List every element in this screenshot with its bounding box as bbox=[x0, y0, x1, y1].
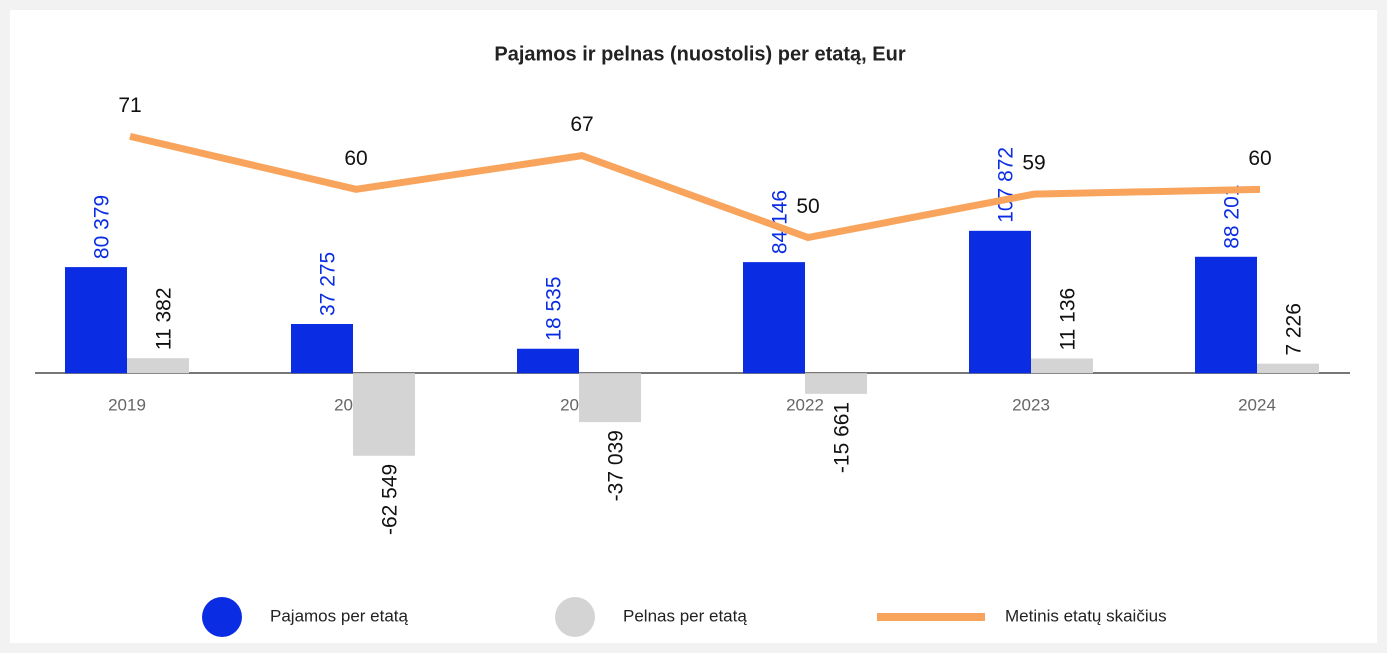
bar bbox=[1031, 358, 1093, 374]
bar bbox=[805, 373, 867, 394]
bar bbox=[127, 358, 189, 374]
legend-swatch bbox=[555, 597, 595, 637]
x-tick-label: 2022 bbox=[786, 395, 824, 414]
bar bbox=[579, 373, 641, 423]
line-label: 60 bbox=[344, 147, 367, 170]
bar bbox=[1257, 363, 1319, 374]
chart-background bbox=[10, 10, 1377, 643]
data-label: 80 379 bbox=[91, 195, 114, 259]
line-label: 71 bbox=[118, 94, 141, 117]
line-label: 50 bbox=[796, 195, 819, 218]
bar bbox=[65, 267, 127, 374]
data-label: -37 039 bbox=[605, 430, 628, 501]
bar bbox=[969, 230, 1031, 374]
data-label: 84 146 bbox=[769, 190, 792, 254]
data-label: 37 275 bbox=[317, 252, 340, 316]
chart-title: Pajamos ir pelnas (nuostolis) per etatą,… bbox=[494, 43, 905, 65]
bar bbox=[1195, 256, 1257, 374]
data-label: 107 872 bbox=[995, 147, 1018, 223]
data-label: 11 382 bbox=[153, 288, 176, 351]
line-label: 60 bbox=[1248, 147, 1271, 170]
bar bbox=[291, 323, 353, 374]
legend-label: Pajamos per etatą bbox=[270, 606, 409, 625]
data-label: 7 226 bbox=[1283, 303, 1306, 356]
x-tick-label: 2024 bbox=[1238, 395, 1276, 414]
data-label: 18 535 bbox=[543, 276, 566, 340]
line-label: 67 bbox=[570, 113, 593, 136]
bar bbox=[353, 373, 415, 456]
legend-label: Pelnas per etatą bbox=[623, 606, 747, 625]
data-label: 88 201 bbox=[1221, 185, 1244, 249]
line-label: 59 bbox=[1022, 152, 1045, 175]
data-label: -62 549 bbox=[379, 464, 402, 535]
data-label: -15 661 bbox=[831, 402, 854, 473]
legend-swatch bbox=[202, 597, 242, 637]
bar bbox=[743, 262, 805, 374]
legend-label: Metinis etatų skaičius bbox=[1005, 606, 1167, 625]
x-tick-label: 2023 bbox=[1012, 395, 1050, 414]
line bbox=[129, 132, 1261, 242]
bar bbox=[517, 348, 579, 374]
data-label: 11 136 bbox=[1057, 288, 1080, 351]
x-tick-label: 2019 bbox=[108, 395, 146, 414]
